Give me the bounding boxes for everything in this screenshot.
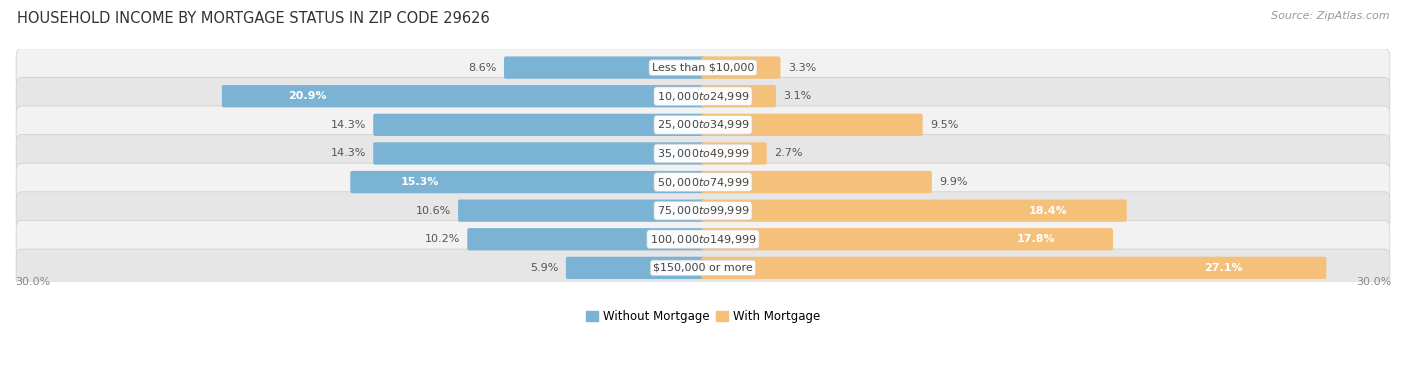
Text: 10.2%: 10.2% [425,234,460,244]
FancyBboxPatch shape [15,249,1391,287]
Text: 8.6%: 8.6% [468,63,496,73]
Text: $25,000 to $34,999: $25,000 to $34,999 [657,118,749,131]
Text: 3.1%: 3.1% [783,91,811,101]
FancyBboxPatch shape [350,171,704,193]
Text: $75,000 to $99,999: $75,000 to $99,999 [657,204,749,217]
FancyBboxPatch shape [15,163,1391,201]
Text: 9.9%: 9.9% [939,177,967,187]
FancyBboxPatch shape [15,135,1391,172]
FancyBboxPatch shape [467,228,704,251]
Text: Source: ZipAtlas.com: Source: ZipAtlas.com [1271,11,1389,21]
FancyBboxPatch shape [702,114,922,136]
FancyBboxPatch shape [373,142,704,164]
Text: 20.9%: 20.9% [288,91,326,101]
Text: 5.9%: 5.9% [530,263,558,273]
Text: 30.0%: 30.0% [15,277,51,287]
Text: 10.6%: 10.6% [416,206,451,216]
Text: $100,000 to $149,999: $100,000 to $149,999 [650,233,756,246]
FancyBboxPatch shape [503,56,704,79]
Text: $10,000 to $24,999: $10,000 to $24,999 [657,90,749,103]
Legend: Without Mortgage, With Mortgage: Without Mortgage, With Mortgage [581,305,825,328]
Text: 18.4%: 18.4% [1029,206,1067,216]
FancyBboxPatch shape [15,77,1391,115]
Text: 3.3%: 3.3% [787,63,815,73]
Text: 2.7%: 2.7% [775,149,803,158]
FancyBboxPatch shape [458,200,704,222]
Text: 30.0%: 30.0% [1355,277,1391,287]
FancyBboxPatch shape [565,257,704,279]
Text: $50,000 to $74,999: $50,000 to $74,999 [657,175,749,189]
Text: 9.5%: 9.5% [929,120,959,130]
FancyBboxPatch shape [373,114,704,136]
Text: Less than $10,000: Less than $10,000 [652,63,754,73]
FancyBboxPatch shape [702,142,766,164]
Text: 15.3%: 15.3% [401,177,440,187]
FancyBboxPatch shape [702,85,776,107]
Text: 14.3%: 14.3% [330,149,366,158]
FancyBboxPatch shape [702,56,780,79]
FancyBboxPatch shape [15,220,1391,258]
FancyBboxPatch shape [702,171,932,193]
Text: 14.3%: 14.3% [330,120,366,130]
Text: 17.8%: 17.8% [1017,234,1056,244]
FancyBboxPatch shape [702,257,1326,279]
FancyBboxPatch shape [15,49,1391,87]
FancyBboxPatch shape [15,192,1391,229]
Text: HOUSEHOLD INCOME BY MORTGAGE STATUS IN ZIP CODE 29626: HOUSEHOLD INCOME BY MORTGAGE STATUS IN Z… [17,11,489,26]
FancyBboxPatch shape [15,106,1391,144]
Text: $35,000 to $49,999: $35,000 to $49,999 [657,147,749,160]
FancyBboxPatch shape [222,85,704,107]
Text: $150,000 or more: $150,000 or more [654,263,752,273]
Text: 27.1%: 27.1% [1205,263,1243,273]
FancyBboxPatch shape [702,228,1114,251]
FancyBboxPatch shape [702,200,1126,222]
